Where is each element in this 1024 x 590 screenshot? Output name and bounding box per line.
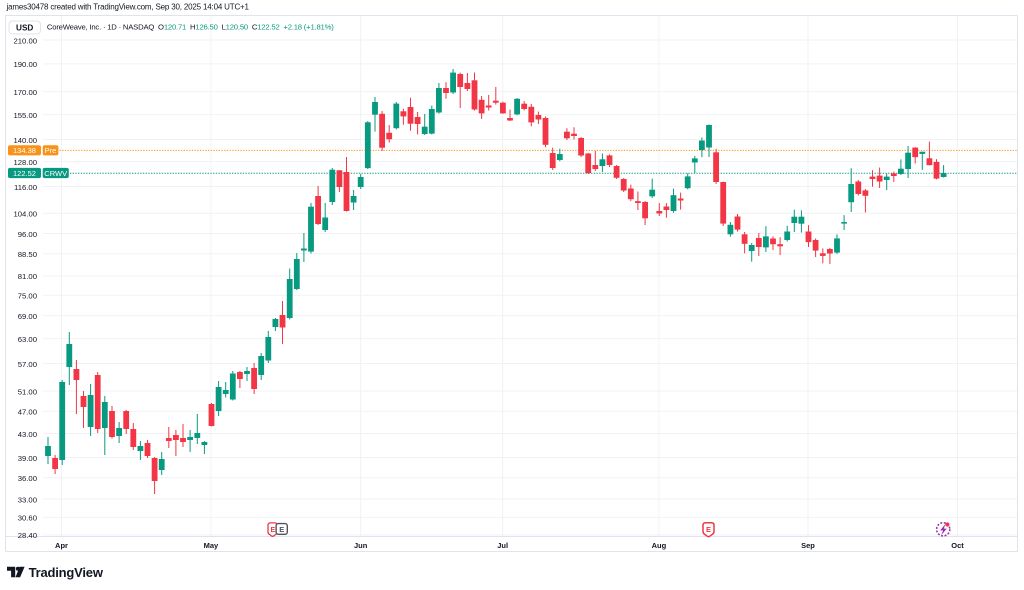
svg-text:CoreWeave, Inc. · 1D · NASDAQ: CoreWeave, Inc. · 1D · NASDAQ O120.71 H1… xyxy=(47,22,334,31)
svg-text:USD: USD xyxy=(16,23,33,32)
svg-text:May: May xyxy=(204,541,219,550)
svg-text:Jun: Jun xyxy=(354,541,368,550)
svg-text:Apr: Apr xyxy=(55,541,68,550)
svg-text:43.00: 43.00 xyxy=(18,430,37,439)
svg-text:170.00: 170.00 xyxy=(13,88,37,97)
svg-text:E: E xyxy=(706,525,711,534)
svg-text:36.00: 36.00 xyxy=(18,474,37,483)
svg-text:E: E xyxy=(270,527,275,534)
svg-text:104.00: 104.00 xyxy=(13,210,37,219)
svg-text:james30478 created with Tradin: james30478 created with TradingView.com,… xyxy=(6,3,250,12)
svg-text:E: E xyxy=(279,525,284,534)
svg-text:28.40: 28.40 xyxy=(18,531,37,540)
svg-text:96.00: 96.00 xyxy=(18,230,37,239)
svg-text:TradingView: TradingView xyxy=(29,565,104,580)
svg-text:Aug: Aug xyxy=(652,541,667,550)
svg-text:210.00: 210.00 xyxy=(13,36,37,45)
svg-text:75.00: 75.00 xyxy=(18,292,37,301)
svg-text:134.38: 134.38 xyxy=(13,146,36,155)
svg-text:69.00: 69.00 xyxy=(18,312,37,321)
svg-text:Pre: Pre xyxy=(45,146,57,155)
svg-text:57.00: 57.00 xyxy=(18,360,37,369)
svg-text:51.00: 51.00 xyxy=(18,387,37,396)
svg-text:47.00: 47.00 xyxy=(18,408,37,417)
svg-text:CRWV: CRWV xyxy=(44,169,67,178)
svg-text:33.00: 33.00 xyxy=(18,495,37,504)
svg-text:39.00: 39.00 xyxy=(18,454,37,463)
svg-text:Jul: Jul xyxy=(497,541,508,550)
svg-text:122.52: 122.52 xyxy=(13,169,36,178)
svg-text:140.00: 140.00 xyxy=(13,136,37,145)
svg-text:88.50: 88.50 xyxy=(18,250,37,259)
svg-text:116.00: 116.00 xyxy=(14,183,37,192)
svg-text:128.00: 128.00 xyxy=(13,158,37,167)
svg-text:155.00: 155.00 xyxy=(13,111,37,120)
svg-text:30.60: 30.60 xyxy=(18,514,37,523)
svg-text:Sep: Sep xyxy=(801,541,815,550)
svg-text:63.00: 63.00 xyxy=(18,335,37,344)
svg-text:Oct: Oct xyxy=(951,541,964,550)
svg-text:190.00: 190.00 xyxy=(13,60,37,69)
svg-text:81.00: 81.00 xyxy=(18,272,37,281)
